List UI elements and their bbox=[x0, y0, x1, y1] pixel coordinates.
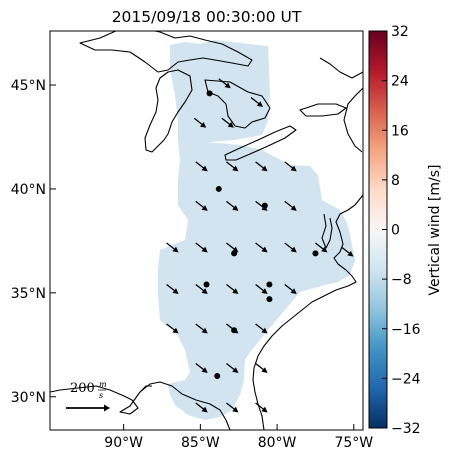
wind-arrow bbox=[195, 402, 208, 413]
lat-tick-label: 35°N bbox=[11, 286, 46, 302]
station-marker bbox=[206, 90, 213, 97]
wind-arrow bbox=[284, 242, 297, 253]
lat-tick-label: 30°N bbox=[11, 390, 46, 406]
wind-arrow bbox=[193, 117, 207, 128]
wind-arrow bbox=[226, 402, 239, 413]
wind-arrow bbox=[195, 323, 208, 334]
colorbar-tick-label: −32 bbox=[391, 421, 421, 437]
lon-tick-label: 85°W bbox=[181, 435, 220, 451]
station-marker bbox=[266, 296, 273, 303]
lon-tick-label: 90°W bbox=[104, 435, 143, 451]
wind-arrow bbox=[250, 96, 263, 107]
wind-arrow bbox=[284, 161, 297, 172]
wind-arrow bbox=[255, 323, 268, 334]
wind-arrow bbox=[195, 284, 208, 295]
scale-arrow-head bbox=[104, 404, 110, 412]
scale-unit-top: m bbox=[99, 380, 107, 389]
wind-arrow bbox=[255, 161, 268, 172]
colorbar-ticks: 32 24 16 8 0 −8 −16 −24 −32 bbox=[382, 24, 421, 437]
station-marker bbox=[203, 281, 210, 288]
wind-arrow bbox=[166, 284, 179, 295]
wind-arrow bbox=[255, 362, 268, 373]
colorbar-tick-label: −16 bbox=[391, 322, 421, 338]
coastline-layer bbox=[50, 31, 363, 430]
lake-huron-shoreline bbox=[204, 79, 271, 129]
gulf-coast bbox=[50, 381, 231, 430]
scale-legend: 200 m s bbox=[66, 380, 110, 412]
colorbar-label: Vertical wind [m/s] bbox=[427, 165, 443, 296]
wind-arrow bbox=[195, 161, 208, 172]
wind-arrow bbox=[255, 242, 268, 253]
map-frame bbox=[49, 30, 364, 431]
colorbar-tick-label: 32 bbox=[391, 24, 409, 40]
colorbar-tick-label: 0 bbox=[391, 223, 400, 239]
station-marker bbox=[312, 250, 319, 257]
wind-arrow bbox=[195, 362, 208, 373]
chesapeake-bay bbox=[321, 213, 333, 249]
lake-ontario-shoreline bbox=[299, 103, 347, 117]
longitude-axis: 90°W 85°W 80°W 75°W bbox=[104, 424, 373, 451]
wind-arrow bbox=[195, 200, 208, 211]
wind-arrow bbox=[255, 284, 268, 295]
lake-erie-shoreline bbox=[224, 125, 297, 161]
wind-arrow bbox=[315, 242, 328, 253]
lon-tick-label: 75°W bbox=[334, 435, 373, 451]
wind-arrow bbox=[226, 161, 239, 172]
atlantic-coast-north bbox=[343, 87, 363, 153]
station-marker bbox=[231, 250, 238, 257]
wind-arrow bbox=[341, 246, 354, 257]
wind-arrows-layer bbox=[166, 78, 354, 413]
wind-arrow bbox=[195, 242, 208, 253]
wind-arrow bbox=[284, 200, 297, 211]
map-title: 2015/09/18 00:30:00 UT bbox=[111, 8, 302, 26]
station-marker bbox=[214, 372, 221, 379]
lon-tick-label: 80°W bbox=[258, 435, 297, 451]
station-marker bbox=[231, 327, 238, 334]
wind-arrow bbox=[226, 284, 239, 295]
wind-field-region bbox=[158, 40, 355, 420]
colorbar-tick-label: 8 bbox=[391, 173, 400, 189]
colorbar-tick-label: 16 bbox=[391, 123, 409, 139]
station-marker bbox=[266, 281, 273, 288]
station-marker bbox=[261, 202, 268, 209]
station-markers-layer bbox=[203, 90, 319, 379]
colorbar: 32 24 16 8 0 −8 −16 −24 −32 Vertical wind [m/s] bbox=[368, 24, 443, 437]
wind-arrow bbox=[166, 323, 179, 334]
colorbar-tick-label: −8 bbox=[391, 272, 412, 288]
wind-arrow bbox=[166, 242, 179, 253]
wind-arrow bbox=[226, 362, 239, 373]
stlawrence-shoreline bbox=[319, 57, 363, 79]
wind-arrow bbox=[284, 284, 297, 295]
latitude-axis: 45°N 40°N 35°N 30°N bbox=[11, 78, 56, 406]
lat-tick-label: 45°N bbox=[11, 78, 46, 94]
atlantic-coast bbox=[252, 194, 363, 430]
wind-arrow bbox=[218, 78, 231, 89]
scale-unit-bottom: s bbox=[99, 391, 103, 400]
wind-arrow bbox=[221, 117, 234, 128]
lake-michigan-shoreline bbox=[144, 69, 193, 153]
colorbar-tick-label: −24 bbox=[391, 371, 421, 387]
wind-arrow bbox=[255, 402, 268, 413]
wind-arrow bbox=[226, 200, 239, 211]
scale-value: 200 bbox=[70, 381, 95, 396]
lat-tick-label: 40°N bbox=[11, 182, 46, 198]
florida-bend bbox=[139, 385, 152, 393]
station-marker bbox=[215, 185, 222, 192]
colorbar-tick-label: 24 bbox=[391, 74, 409, 90]
